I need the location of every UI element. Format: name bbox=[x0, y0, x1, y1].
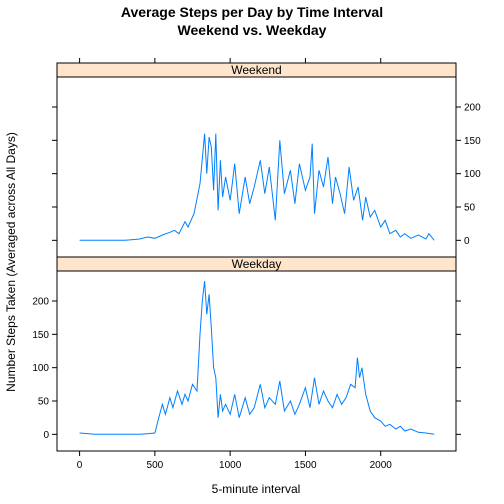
y-tick-label-weekend: 150 bbox=[464, 136, 481, 147]
y-tick-label-weekend: 50 bbox=[464, 203, 476, 214]
x-axis-label: 5-minute interval bbox=[212, 482, 301, 496]
x-tick-label: 2000 bbox=[370, 460, 393, 471]
y-tick-label-weekday: 50 bbox=[38, 397, 50, 408]
strip-label-weekend: Weekend bbox=[231, 63, 281, 77]
chart-subtitle: Weekend vs. Weekday bbox=[178, 22, 327, 38]
x-tick-label: 500 bbox=[147, 460, 164, 471]
strip-label-weekday: Weekday bbox=[232, 257, 282, 271]
x-tick-label: 1500 bbox=[294, 460, 317, 471]
y-tick-label-weekend: 200 bbox=[464, 103, 481, 114]
y-tick-label-weekend: 0 bbox=[464, 236, 470, 247]
y-tick-label-weekday: 200 bbox=[32, 297, 49, 308]
y-tick-label-weekend: 100 bbox=[464, 169, 481, 180]
series-line-weekday bbox=[79, 280, 435, 435]
panel-frame-weekday bbox=[56, 270, 457, 452]
y-tick-label-weekday: 0 bbox=[43, 430, 49, 441]
x-tick-label: 0 bbox=[77, 460, 83, 471]
series-line-weekend bbox=[79, 133, 435, 241]
y-tick-label-weekday: 150 bbox=[32, 330, 49, 341]
chart-title: Average Steps per Day by Time Interval bbox=[121, 4, 383, 20]
y-tick-label-weekday: 100 bbox=[32, 363, 49, 374]
x-tick-label: 1000 bbox=[219, 460, 242, 471]
y-axis-label: Number Steps Taken (Averaged across All … bbox=[4, 132, 18, 392]
